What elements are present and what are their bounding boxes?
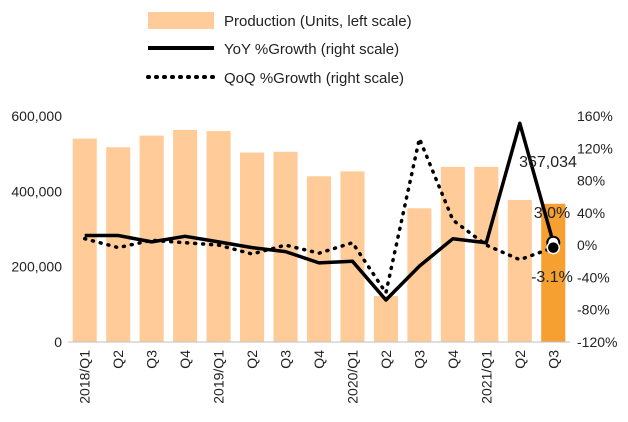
production-bar — [340, 171, 365, 342]
line-series — [82, 121, 561, 302]
legend: Production (Units, left scale) YoY %Growt… — [146, 12, 412, 87]
left-y-tick-label: 400,000 — [11, 183, 62, 199]
right-y-tick-label: -120% — [577, 334, 617, 350]
x-tick-label: Q2 — [244, 350, 260, 369]
yoy-last-label: 3.0% — [534, 205, 570, 222]
qoq-last-point — [546, 240, 561, 255]
right-y-tick-label: 80% — [577, 173, 605, 189]
right-y-tick-label: 40% — [577, 205, 605, 221]
production-bar — [541, 203, 566, 342]
right-y-tick-label: 0% — [577, 237, 597, 253]
legend-label: YoY %Growth (right scale) — [224, 41, 399, 58]
x-tick-label: Q2 — [110, 350, 126, 369]
production-bar — [273, 151, 298, 342]
x-tick-label: Q4 — [177, 350, 193, 369]
x-tick-label: 2020/Q1 — [344, 350, 360, 404]
annotations: 367,034 3.0% -3.1% — [519, 154, 577, 286]
production-last-label: 367,034 — [519, 154, 577, 171]
legend-label: Production (Units, left scale) — [224, 13, 412, 30]
x-tick-label: Q3 — [278, 350, 294, 369]
right-y-tick-label: 160% — [577, 108, 613, 124]
right-y-tick-label: 120% — [577, 140, 613, 156]
x-tick-label: 2018/Q1 — [77, 350, 93, 404]
left-y-tick-label: 200,000 — [11, 259, 62, 275]
x-tick-label: Q3 — [545, 350, 561, 369]
production-bar — [474, 166, 499, 342]
qoq-last-label: -3.1% — [531, 269, 573, 286]
bar-series — [72, 129, 566, 342]
x-tick-label: Q3 — [144, 350, 160, 369]
left-y-tick-label: 600,000 — [11, 108, 62, 124]
x-tick-label: Q2 — [378, 350, 394, 369]
yoy-growth-line — [84, 121, 555, 302]
x-tick-label: Q4 — [311, 350, 327, 369]
legend-bar-swatch — [148, 12, 214, 29]
axes: 0 200,000 400,000 600,000 -120% -80% -40% 0% 40%… — [11, 108, 617, 404]
legend-label: QoQ %Growth (right scale) — [224, 70, 404, 87]
production-bar — [507, 199, 532, 342]
x-tick-label: 2021/Q1 — [478, 350, 494, 404]
left-y-tick-label: 0 — [54, 334, 62, 350]
x-tick-label: 2019/Q1 — [211, 350, 227, 404]
production-bar — [373, 296, 398, 342]
production-bar — [206, 131, 231, 342]
x-tick-label: Q2 — [512, 350, 528, 369]
right-y-tick-label: -80% — [577, 302, 610, 318]
x-tick-label: Q4 — [445, 350, 461, 369]
right-y-tick-label: -40% — [577, 269, 610, 285]
production-bar — [440, 166, 465, 342]
x-tick-label: Q3 — [411, 350, 427, 369]
